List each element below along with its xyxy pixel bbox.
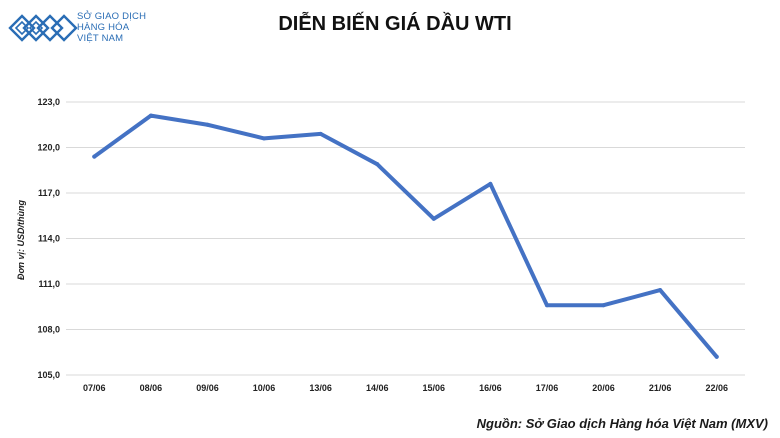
- y-tick-label: 105,0: [37, 370, 60, 380]
- logo-line: SỞ GIAO DỊCH: [77, 11, 147, 22]
- data-point: [488, 181, 493, 186]
- x-tick-label: 08/06: [140, 383, 163, 393]
- series-line: [92, 113, 719, 359]
- y-tick-label: 114,0: [38, 234, 60, 244]
- y-axis-label: Đơn vị: USD/thùng: [16, 199, 26, 280]
- data-point: [375, 162, 380, 167]
- logo-text: SỞ GIAO DỊCH HÀNG HÓA VIỆT NAM: [77, 11, 146, 44]
- y-tick-label: 117,0: [38, 188, 60, 198]
- x-tick-label: 17/06: [536, 383, 559, 393]
- data-point: [601, 303, 606, 308]
- x-tick-label: 21/06: [649, 383, 672, 393]
- y-tick-labels: 105,0 108,0 111,0 114,0 117,0 120,0 123,0: [37, 97, 60, 380]
- data-point: [658, 288, 663, 293]
- y-tick-label: 123,0: [37, 97, 60, 107]
- y-tick-label: 111,0: [38, 279, 60, 289]
- data-point: [262, 136, 267, 141]
- x-tick-label: 22/06: [705, 383, 728, 393]
- data-point: [318, 131, 323, 136]
- x-tick-label: 20/06: [592, 383, 615, 393]
- source-note: Nguồn: Sở Giao dịch Hàng hóa Việt Nam (M…: [476, 416, 768, 431]
- data-point: [92, 154, 97, 159]
- logo-mark-icon: [8, 14, 78, 42]
- x-tick-label: 07/06: [83, 383, 106, 393]
- mxv-logo: [8, 14, 78, 42]
- grid-lines: [66, 101, 745, 376]
- x-tick-label: 10/06: [253, 383, 276, 393]
- x-tick-label: 15/06: [423, 383, 446, 393]
- series-lines: [92, 113, 719, 359]
- logo-line: VIỆT NAM: [77, 33, 124, 44]
- y-tick-label: 108,0: [37, 325, 60, 335]
- y-tick-label: 120,0: [37, 143, 60, 153]
- chart-title: DIỄN BIẾN GIÁ DẦU WTI: [278, 13, 512, 35]
- data-point: [714, 354, 719, 359]
- x-tick-label: 16/06: [479, 383, 502, 393]
- x-tick-label: 14/06: [366, 383, 389, 393]
- data-point: [431, 216, 436, 221]
- x-tick-label: 09/06: [196, 383, 219, 393]
- data-point: [148, 113, 153, 118]
- data-point: [205, 122, 210, 127]
- data-point: [544, 303, 549, 308]
- x-tick-labels: 07/06 08/06 09/06 10/06 13/06 14/06 15/06 16/06…: [83, 383, 728, 393]
- x-tick-label: 13/06: [309, 383, 332, 393]
- logo-line: HÀNG HÓA: [77, 22, 130, 33]
